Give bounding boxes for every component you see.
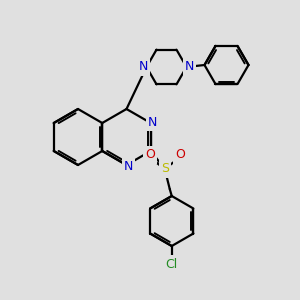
Text: O: O — [145, 148, 155, 161]
Text: O: O — [175, 148, 185, 161]
Text: N: N — [124, 160, 133, 172]
Text: N: N — [139, 61, 148, 74]
Text: Cl: Cl — [166, 257, 178, 271]
Text: N: N — [185, 61, 194, 74]
Text: N: N — [148, 116, 158, 128]
Text: S: S — [161, 163, 169, 176]
